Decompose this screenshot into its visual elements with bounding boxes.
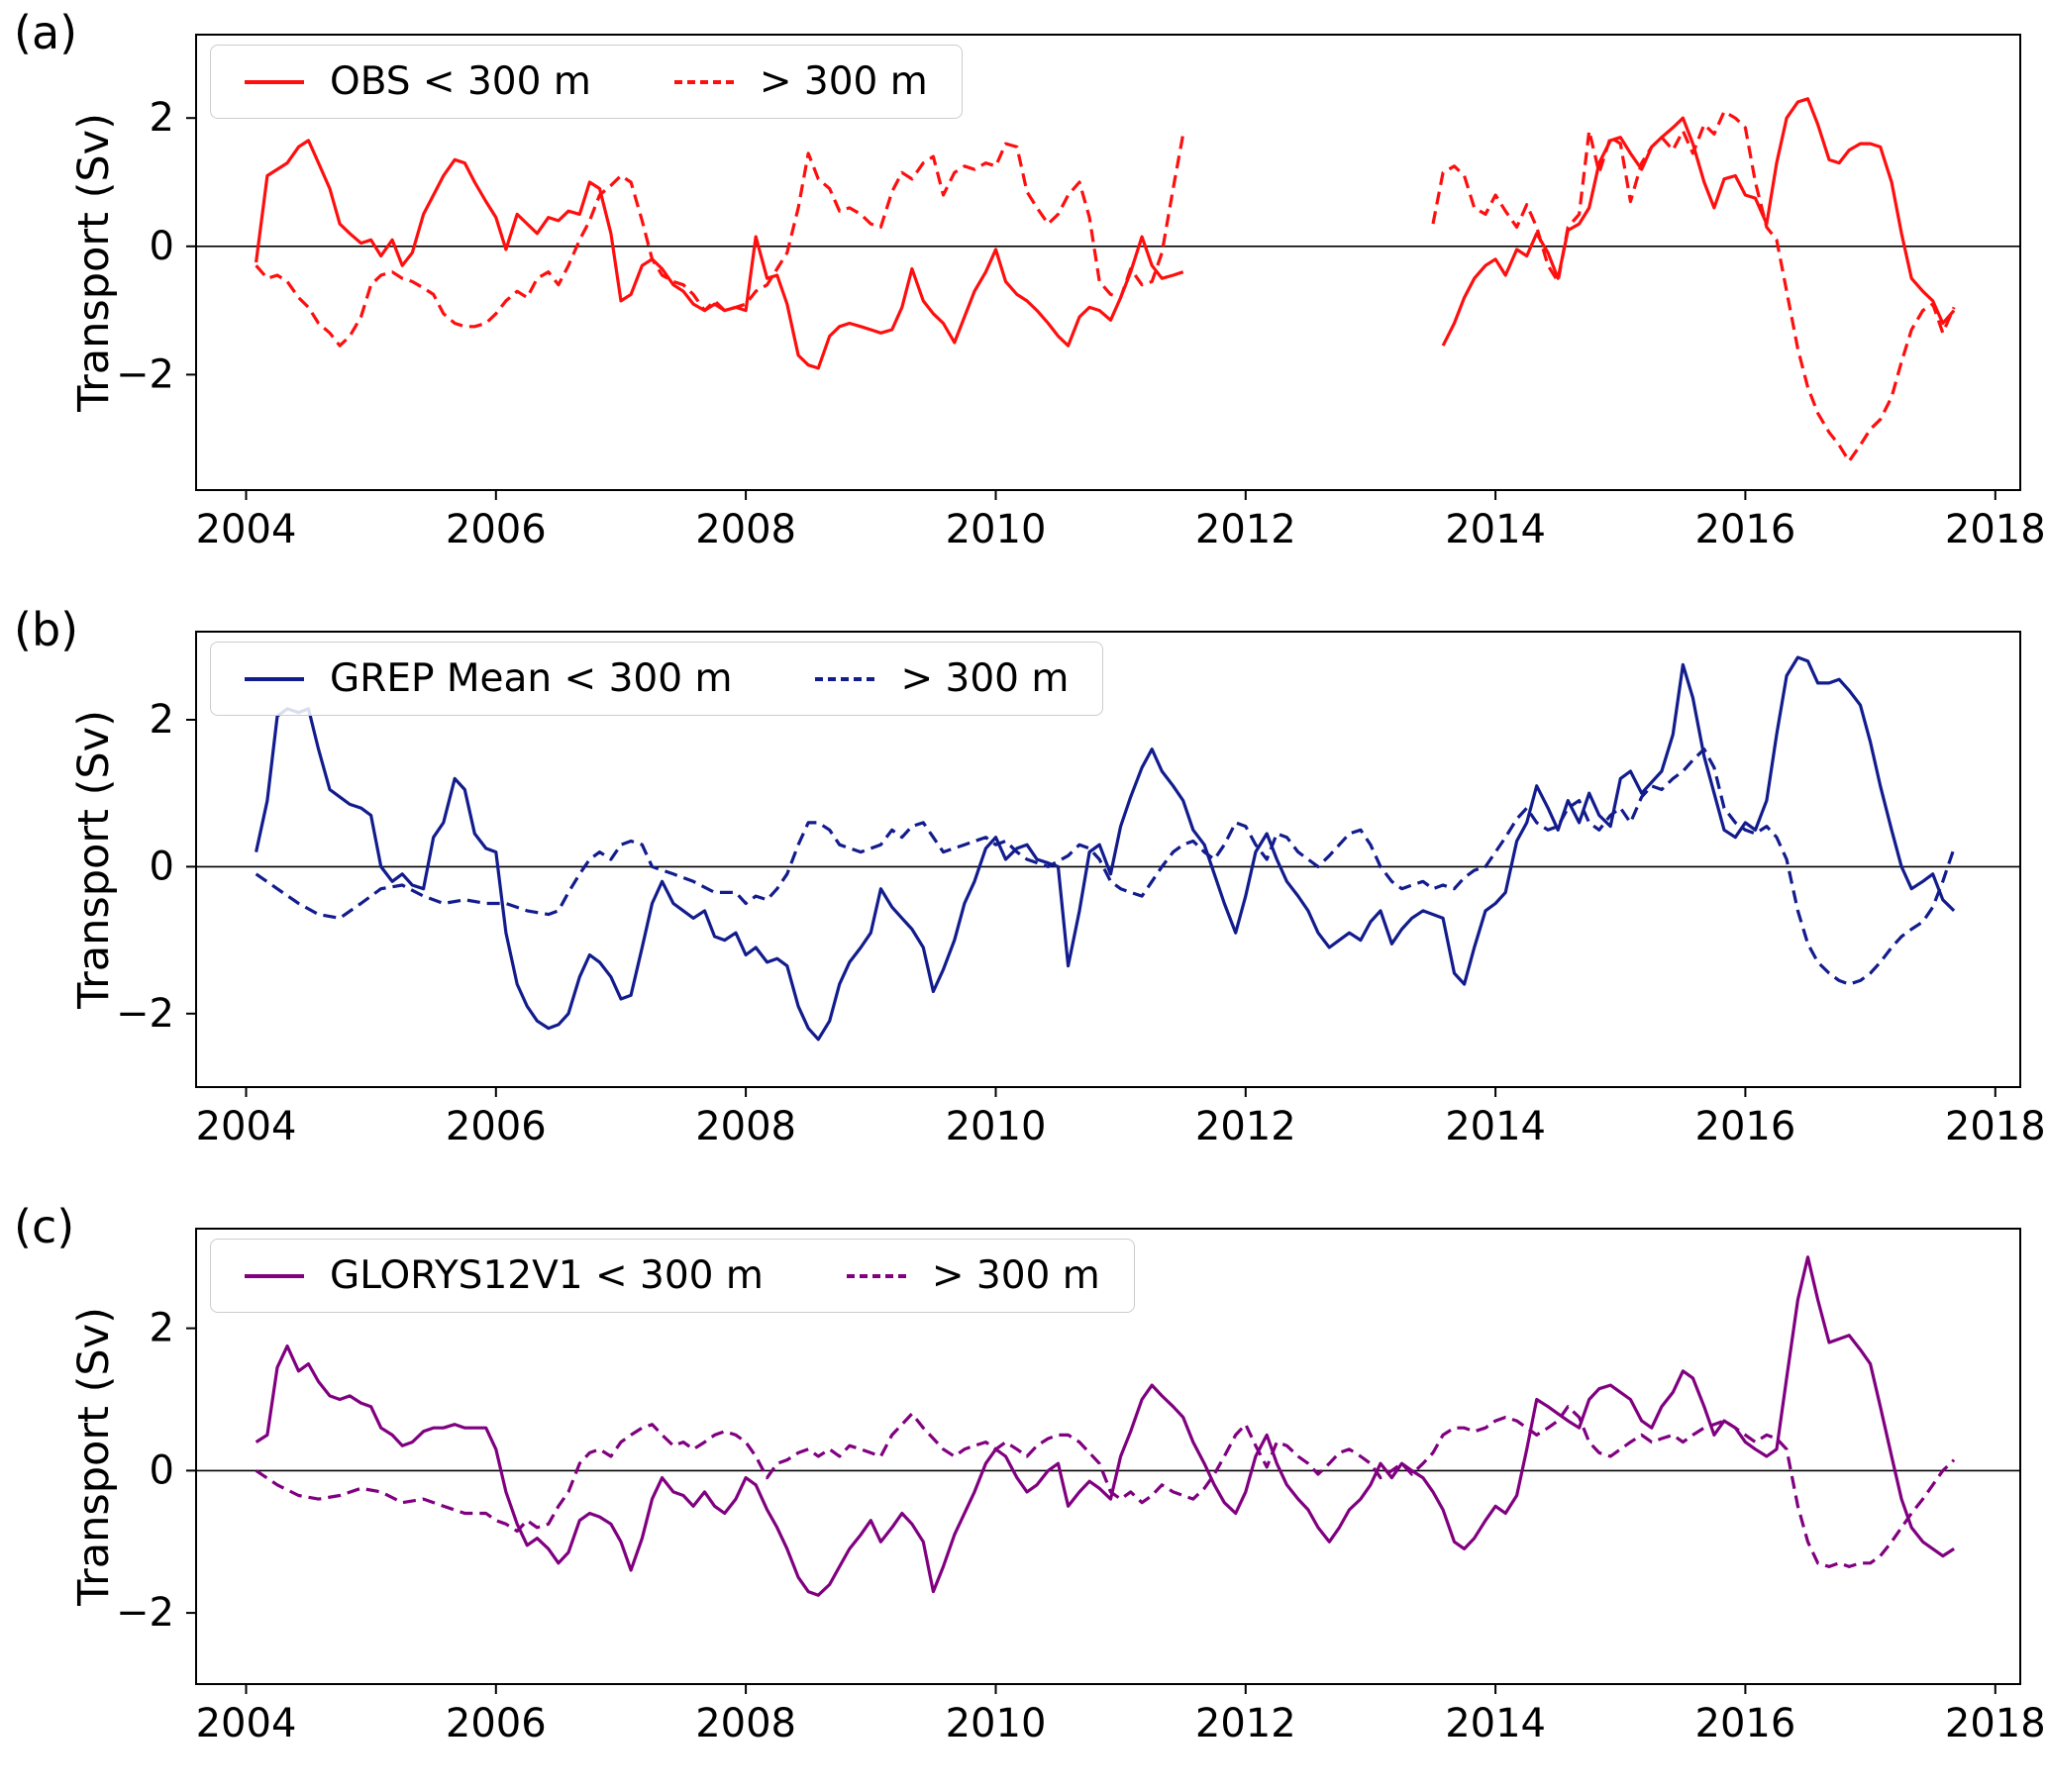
- y-axis-title-b: Transport (Sv): [69, 710, 119, 1009]
- svg-text:2006: 2006: [446, 1701, 547, 1746]
- y-axis-title-c: Transport (Sv): [69, 1307, 119, 1606]
- legend-label-grep-upper: GREP Mean < 300 m: [330, 656, 733, 701]
- legend-label-obs-upper: OBS < 300 m: [330, 59, 591, 104]
- dashed-line-swatch-icon: [815, 676, 875, 681]
- svg-text:2004: 2004: [196, 1104, 297, 1149]
- solid-line-swatch-icon: [245, 1273, 304, 1278]
- svg-text:2006: 2006: [446, 507, 547, 552]
- panel-letter-b: (b): [14, 603, 79, 656]
- legend-entry-glorys-lower: > 300 m: [846, 1253, 1100, 1298]
- legend-b: GREP Mean < 300 m > 300 m: [210, 642, 1104, 716]
- legend-label-grep-lower: > 300 m: [900, 656, 1070, 701]
- svg-text:−2: −2: [116, 991, 174, 1037]
- plot-canvas-b: 2004 2006 2008 2010 2012 2014 2016 2018 2 0 −2: [116, 631, 2046, 1149]
- legend-label-glorys-upper: GLORYS12V1 < 300 m: [330, 1253, 764, 1298]
- legend-c: GLORYS12V1 < 300 m > 300 m: [210, 1239, 1135, 1313]
- svg-text:2: 2: [150, 697, 174, 743]
- svg-text:2016: 2016: [1695, 1701, 1796, 1746]
- svg-text:2014: 2014: [1445, 1104, 1546, 1149]
- svg-text:2004: 2004: [196, 507, 297, 552]
- y-axis-title-a: Transport (Sv): [69, 113, 119, 412]
- svg-text:−2: −2: [116, 351, 174, 397]
- svg-text:2012: 2012: [1195, 1701, 1296, 1746]
- legend-entry-grep-upper: GREP Mean < 300 m: [245, 656, 732, 701]
- svg-text:2010: 2010: [946, 1104, 1047, 1149]
- svg-text:2010: 2010: [946, 1701, 1047, 1746]
- legend-label-glorys-lower: > 300 m: [931, 1253, 1100, 1298]
- plot-canvas-c: 2004 2006 2008 2010 2012 2014 2016 2018 2 0 −2: [116, 1228, 2046, 1746]
- panel-c: 2004 2006 2008 2010 2012 2014 2016 2018 2 0 −2 (c)…: [0, 1194, 2047, 1792]
- svg-text:2016: 2016: [1695, 1104, 1796, 1149]
- svg-text:2: 2: [150, 1306, 174, 1351]
- svg-text:2006: 2006: [446, 1104, 547, 1149]
- dashed-line-swatch-icon: [673, 79, 734, 84]
- panel-a: 2004 2006 2008 2010 2012 2014 2016 2018 2 0 −2 (a)…: [0, 0, 2047, 597]
- svg-text:2008: 2008: [695, 507, 796, 552]
- svg-text:0: 0: [150, 224, 174, 269]
- svg-text:2018: 2018: [1945, 507, 2046, 552]
- svg-text:2012: 2012: [1195, 1104, 1296, 1149]
- svg-text:2014: 2014: [1445, 507, 1546, 552]
- svg-text:2016: 2016: [1695, 507, 1796, 552]
- svg-text:0: 0: [150, 1447, 174, 1493]
- svg-text:2018: 2018: [1945, 1701, 2046, 1746]
- legend-entry-obs-lower: > 300 m: [673, 59, 928, 104]
- svg-text:2012: 2012: [1195, 507, 1296, 552]
- legend-entry-obs-upper: OBS < 300 m: [245, 59, 591, 104]
- panel-letter-a: (a): [14, 6, 78, 59]
- solid-line-swatch-icon: [245, 676, 304, 681]
- svg-text:2004: 2004: [196, 1701, 297, 1746]
- svg-text:0: 0: [150, 844, 174, 889]
- panel-letter-c: (c): [14, 1200, 75, 1253]
- solid-line-swatch-icon: [245, 79, 304, 84]
- svg-text:2008: 2008: [695, 1104, 796, 1149]
- legend-label-obs-lower: > 300 m: [759, 59, 928, 104]
- legend-a: OBS < 300 m > 300 m: [210, 45, 963, 119]
- svg-text:2018: 2018: [1945, 1104, 2046, 1149]
- legend-entry-glorys-upper: GLORYS12V1 < 300 m: [245, 1253, 764, 1298]
- svg-text:2014: 2014: [1445, 1701, 1546, 1746]
- svg-text:2008: 2008: [695, 1701, 796, 1746]
- svg-text:2: 2: [150, 95, 174, 141]
- panel-b: 2004 2006 2008 2010 2012 2014 2016 2018 2 0 −2 (b)…: [0, 597, 2047, 1194]
- svg-text:−2: −2: [116, 1590, 174, 1636]
- plot-canvas-a: 2004 2006 2008 2010 2012 2014 2016 2018 2 0 −2: [116, 34, 2046, 552]
- legend-entry-grep-lower: > 300 m: [815, 656, 1069, 701]
- svg-text:2010: 2010: [946, 507, 1047, 552]
- dashed-line-swatch-icon: [846, 1273, 906, 1278]
